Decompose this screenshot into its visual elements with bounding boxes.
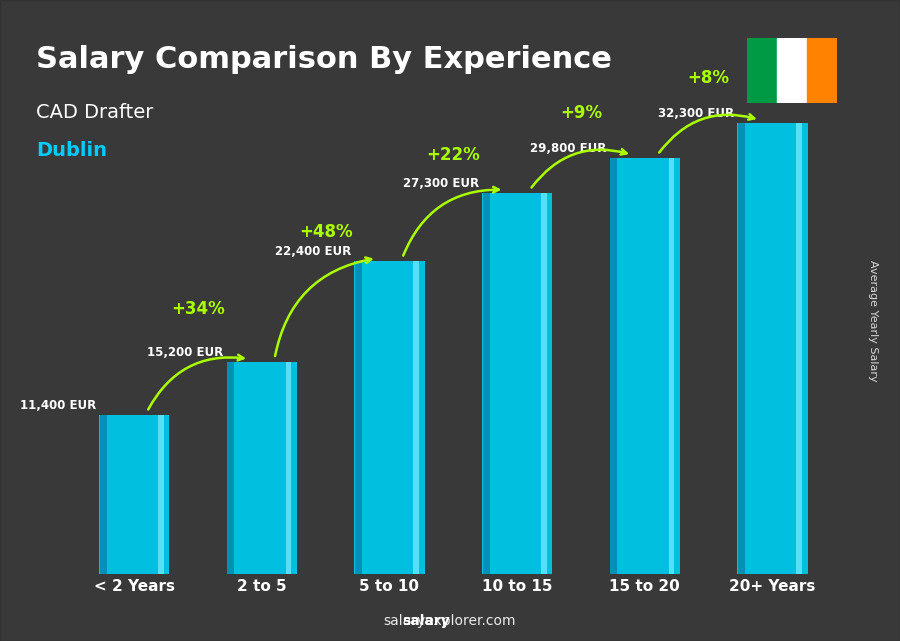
Bar bbox=[482, 192, 490, 574]
Text: Salary Comparison By Experience: Salary Comparison By Experience bbox=[36, 45, 612, 74]
Bar bbox=[355, 261, 425, 574]
Text: +8%: +8% bbox=[688, 69, 730, 87]
Bar bbox=[228, 362, 234, 574]
Text: +48%: +48% bbox=[299, 222, 353, 240]
Bar bbox=[807, 38, 837, 103]
Bar bbox=[796, 122, 802, 574]
Text: salary: salary bbox=[402, 614, 450, 628]
Bar bbox=[100, 415, 107, 574]
Text: +34%: +34% bbox=[171, 299, 225, 317]
Text: Average Yearly Salary: Average Yearly Salary bbox=[868, 260, 878, 381]
Bar bbox=[609, 158, 680, 574]
Bar bbox=[355, 261, 362, 574]
Bar bbox=[413, 261, 418, 574]
Text: Dublin: Dublin bbox=[36, 141, 107, 160]
Bar bbox=[777, 38, 807, 103]
Text: 15,200 EUR: 15,200 EUR bbox=[148, 346, 223, 359]
Bar bbox=[227, 362, 297, 574]
Bar bbox=[158, 415, 164, 574]
Text: CAD Drafter: CAD Drafter bbox=[36, 103, 153, 122]
Bar bbox=[482, 192, 553, 574]
Bar bbox=[541, 192, 546, 574]
Text: 32,300 EUR: 32,300 EUR bbox=[658, 107, 734, 120]
Text: salaryexplorer.com: salaryexplorer.com bbox=[383, 614, 517, 628]
Bar bbox=[669, 158, 674, 574]
Text: 29,800 EUR: 29,800 EUR bbox=[530, 142, 607, 154]
Bar bbox=[738, 122, 745, 574]
Text: 27,300 EUR: 27,300 EUR bbox=[402, 177, 479, 190]
Text: 11,400 EUR: 11,400 EUR bbox=[20, 399, 95, 412]
Bar bbox=[737, 122, 807, 574]
Bar bbox=[99, 415, 169, 574]
Bar bbox=[610, 158, 617, 574]
Bar bbox=[285, 362, 292, 574]
Bar bbox=[747, 38, 777, 103]
Text: +22%: +22% bbox=[427, 146, 480, 163]
Text: +9%: +9% bbox=[560, 104, 602, 122]
Text: 22,400 EUR: 22,400 EUR bbox=[274, 246, 351, 258]
